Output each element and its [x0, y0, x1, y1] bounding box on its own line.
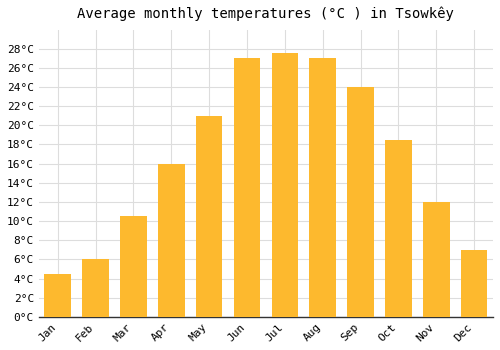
Bar: [348, 87, 374, 317]
Bar: [82, 259, 109, 317]
Bar: [120, 216, 146, 317]
Bar: [461, 250, 487, 317]
Bar: [196, 116, 222, 317]
Bar: [385, 140, 411, 317]
Bar: [44, 274, 71, 317]
Bar: [234, 58, 260, 317]
Bar: [423, 202, 450, 317]
Bar: [158, 163, 184, 317]
Bar: [272, 54, 298, 317]
Title: Average monthly temperatures (°C ) in Tsowkêy: Average monthly temperatures (°C ) in Ts…: [78, 7, 454, 21]
Bar: [310, 58, 336, 317]
